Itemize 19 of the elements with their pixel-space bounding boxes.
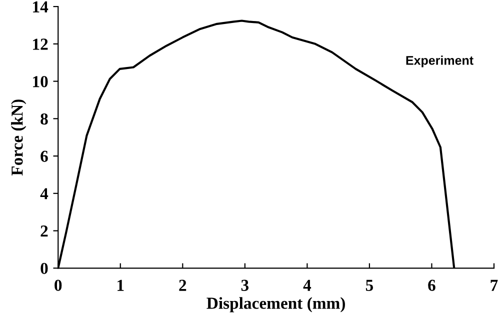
- y-tick-label: 2: [40, 226, 48, 237]
- x-axis-title: Displacement (mm): [206, 297, 345, 312]
- y-tick-label: 14: [33, 1, 48, 12]
- x-tick-label: 3: [241, 280, 249, 291]
- y-axis-title: Force (kN): [11, 100, 26, 176]
- x-tick-label: 0: [54, 280, 62, 291]
- x-tick-label: 6: [428, 280, 436, 291]
- y-tick-label: 0: [40, 262, 48, 274]
- text: Experiment: [406, 56, 474, 68]
- x-tick-label: 1: [118, 280, 124, 291]
- x-tick-label: 2: [179, 280, 186, 291]
- x-tick-label: 5: [366, 280, 374, 291]
- y-tick-label: 6: [40, 150, 48, 162]
- y-tick-label: 10: [33, 76, 48, 88]
- x-tick-label: 4: [303, 280, 312, 291]
- y-tick-label: 8: [40, 113, 48, 125]
- y-tick-label: 4: [40, 188, 48, 200]
- x-tick-label: 7: [490, 280, 498, 291]
- y-tick-label: 12: [33, 38, 48, 50]
